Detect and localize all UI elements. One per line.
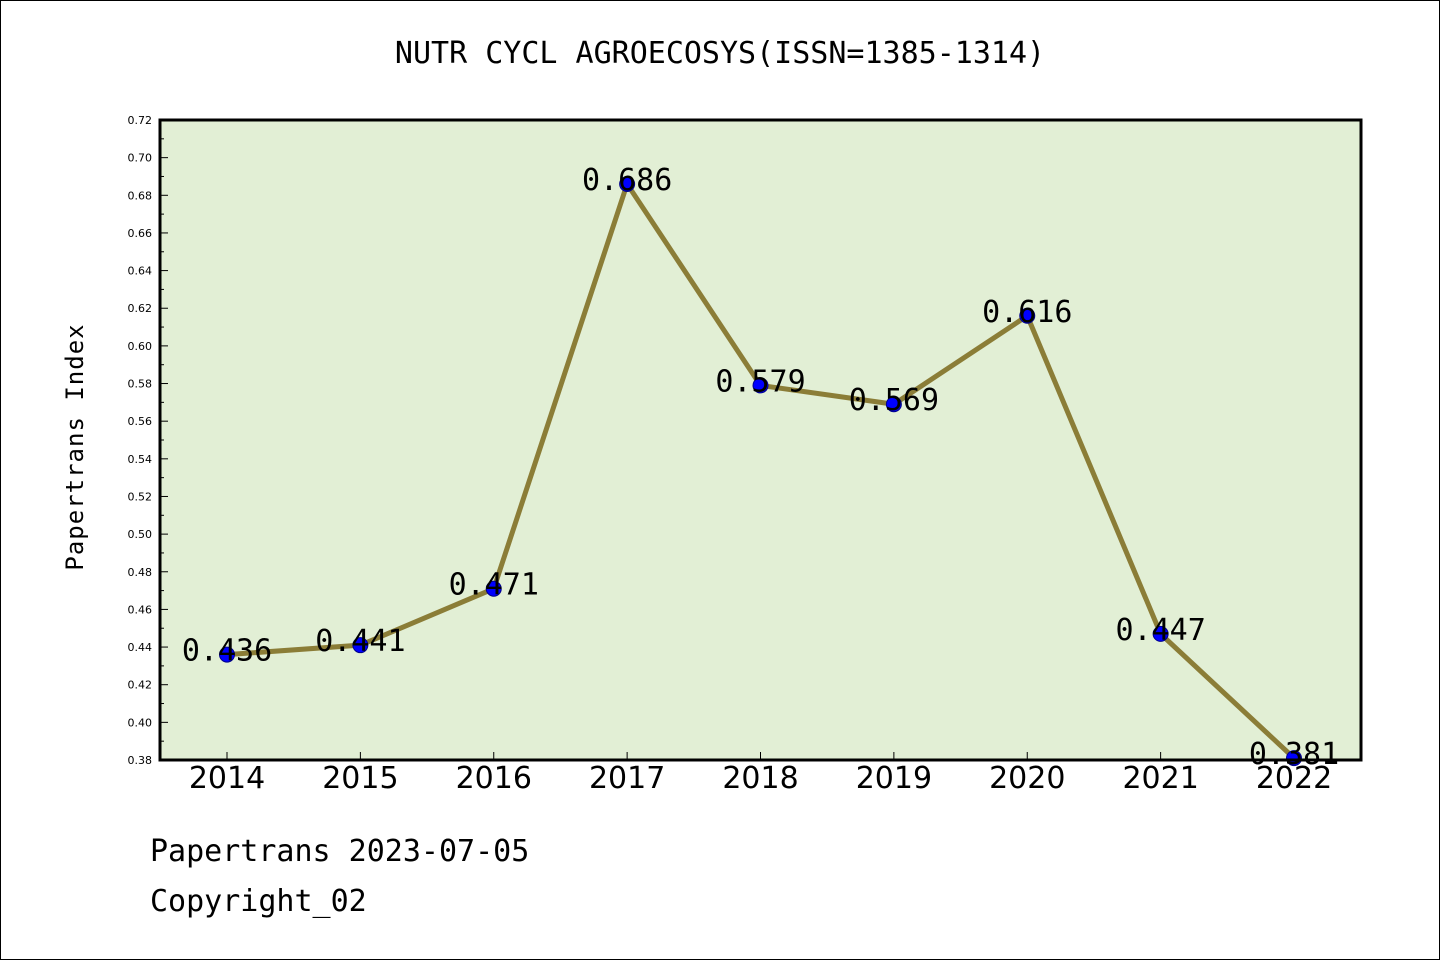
markers (219, 176, 1302, 767)
data-label: 0.686 (582, 163, 672, 198)
data-point (885, 396, 902, 413)
x-tick-label: 2022 (1256, 761, 1332, 796)
x-tick-label: 2017 (589, 761, 665, 796)
x-tick-label: 2019 (856, 761, 932, 796)
data-label: 0.447 (1115, 613, 1205, 648)
data-label: 0.436 (182, 634, 272, 669)
y-tick-label: 0.70 (128, 152, 153, 165)
data-label: 0.441 (315, 624, 405, 659)
x-tick-label: 2020 (989, 761, 1065, 796)
data-point (1286, 750, 1302, 767)
data-point (619, 176, 636, 192)
y-tick-label: 0.40 (128, 716, 153, 729)
y-axis: 0.38 0.40 0.42 0.44 0.46 0.48 0.50 0.52 0.54 0.56… (128, 114, 168, 767)
data-point (485, 580, 502, 597)
y-tick-label: 0.54 (128, 453, 153, 466)
x-tick-label: 2014 (189, 761, 265, 796)
data-point (1152, 625, 1169, 642)
x-tick-label: 2018 (722, 761, 798, 796)
y-tick-label: 0.60 (128, 340, 153, 353)
plot-area (160, 120, 1361, 760)
footer-copyright: Copyright_02 (150, 884, 367, 919)
y-tick-label: 0.52 (128, 490, 153, 503)
y-tick-label: 0.64 (128, 265, 153, 278)
chart-title: NUTR CYCL AGROECOSYS(ISSN=1385-1314) (394, 36, 1046, 71)
data-point (1019, 307, 1036, 324)
x-tick-label: 2021 (1122, 761, 1198, 796)
data-label: 0.616 (982, 295, 1072, 330)
footer-date: Papertrans 2023-07-05 (150, 834, 530, 869)
y-tick-label: 0.44 (128, 641, 153, 654)
y-tick-label: 0.46 (128, 603, 153, 616)
y-tick-label: 0.68 (128, 189, 153, 202)
y-tick-label: 0.58 (128, 378, 153, 391)
y-tick-label: 0.38 (128, 754, 153, 767)
x-tick-label: 2015 (322, 761, 398, 796)
data-labels: 0.436 0.441 0.471 0.686 0.579 0.569 0.616 0.447… (182, 163, 1339, 772)
x-tick-label: 2016 (456, 761, 532, 796)
data-label: 0.471 (449, 568, 539, 603)
data-point (219, 646, 235, 663)
y-tick-label: 0.48 (128, 566, 153, 579)
y-tick-label: 0.72 (128, 114, 153, 127)
y-tick-label: 0.56 (128, 415, 153, 428)
y-axis-label: Papertrans Index (61, 323, 89, 571)
y-tick-label: 0.50 (128, 528, 153, 541)
data-label: 0.569 (849, 383, 939, 418)
data-point (352, 637, 369, 654)
y-tick-label: 0.66 (128, 227, 153, 240)
x-axis: 2014 2015 2016 2017 2018 2019 2020 2021 2022 (189, 752, 1332, 796)
plot-border (158, 118, 1363, 762)
y-tick-label: 0.62 (128, 302, 153, 315)
data-point (752, 377, 769, 394)
y-tick-label: 0.42 (128, 679, 153, 692)
data-label: 0.579 (715, 364, 805, 399)
data-label: 0.381 (1249, 737, 1339, 772)
